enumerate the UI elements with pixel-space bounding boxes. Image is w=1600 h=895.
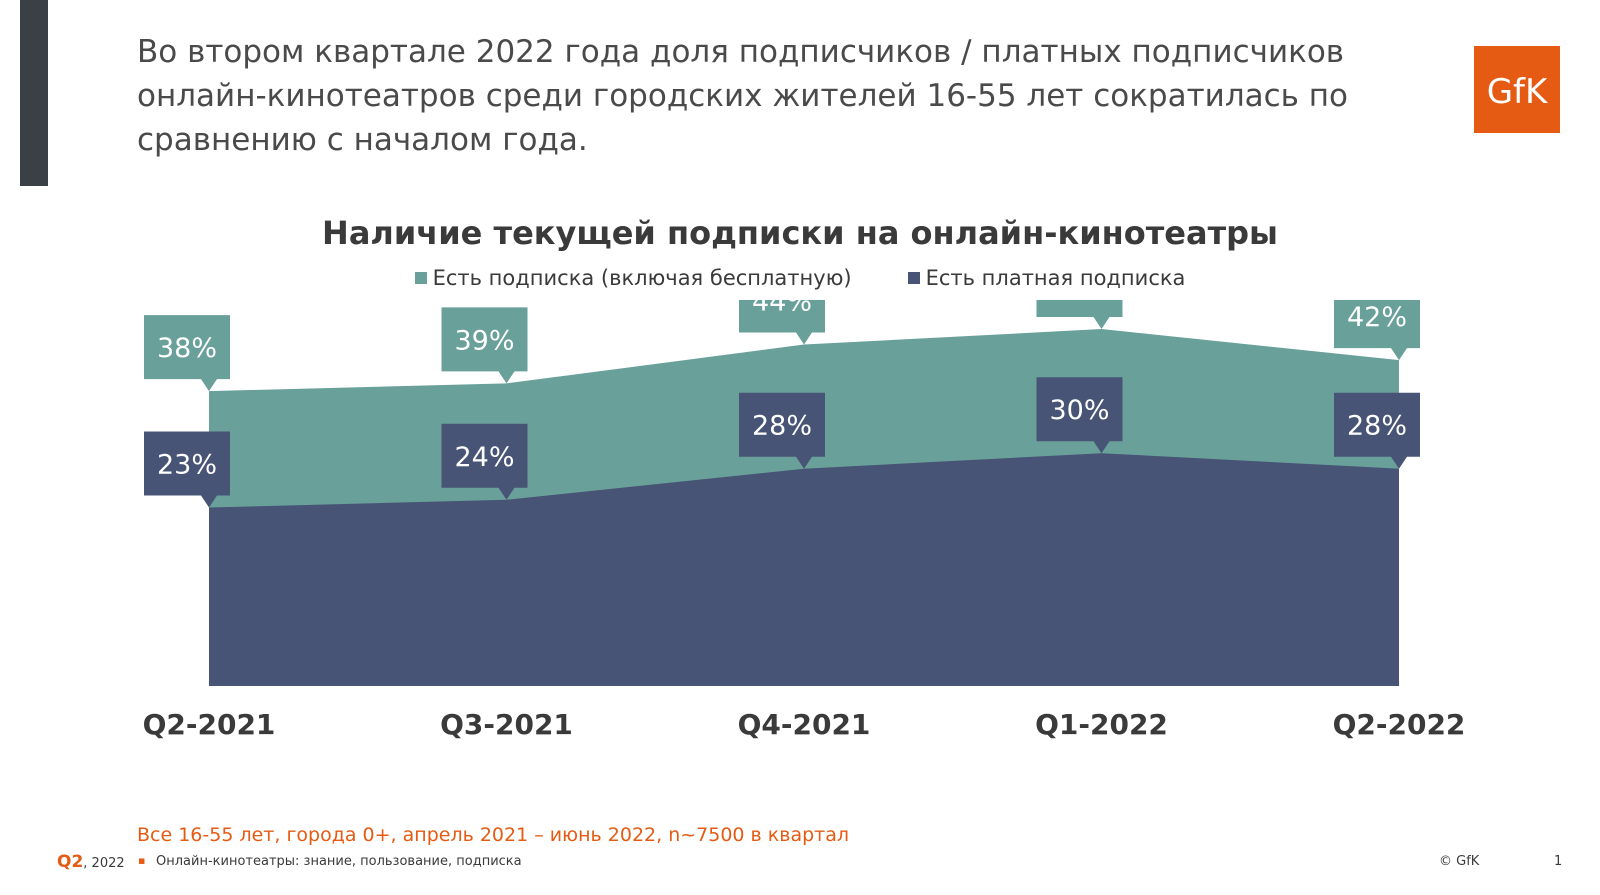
x-tick-label-4: Q2-2022 — [1333, 708, 1466, 741]
footer-period-year: , 2022 — [83, 856, 125, 871]
chart-title: Наличие текущей подписки на онлайн-кинот… — [322, 214, 1278, 252]
data-label-0-4: 42% — [1347, 302, 1407, 333]
legend-item-any-subscription: Есть подписка (включая бесплатную) — [414, 266, 852, 290]
callout-box-1-3 — [1036, 377, 1123, 454]
slide-headline: Во втором квартале 2022 года доля подпис… — [137, 34, 1349, 158]
data-label-1-1: 24% — [454, 442, 514, 473]
data-label-0-2: 44% — [752, 300, 812, 318]
footer-bullet-icon: ▪ — [138, 854, 146, 867]
x-tick-label-2: Q4-2021 — [738, 708, 871, 741]
accent-bar — [20, 0, 48, 186]
sample-note: Все 16-55 лет, города 0+, апрель 2021 – … — [137, 824, 850, 846]
footer-period: Q2, 2022 — [57, 852, 125, 872]
x-tick-label-0: Q2-2021 — [143, 708, 276, 741]
callout-box-0-4 — [1334, 300, 1420, 361]
gfk-logo-icon: GfK — [1487, 72, 1549, 112]
area-series-1 — [209, 453, 1399, 686]
gfk-logo: GfK — [1474, 46, 1560, 133]
data-label-1-4: 28% — [1347, 411, 1407, 442]
legend-swatch-paid — [907, 272, 920, 284]
footer-subtitle: Онлайн-кинотеатры: знание, пользование, … — [156, 854, 522, 869]
page-number: 1 — [1554, 854, 1563, 869]
callout-box-1-1 — [441, 423, 528, 500]
callout-box-0-0 — [144, 315, 230, 392]
data-label-1-0: 23% — [157, 450, 217, 481]
callout-box-0-2 — [739, 300, 825, 345]
chart-legend: Есть подписка (включая бесплатную) Есть … — [0, 266, 1600, 290]
data-label-1-3: 30% — [1049, 395, 1109, 426]
callout-box-1-2 — [739, 392, 825, 469]
footer-copyright: © GfK — [1439, 854, 1480, 869]
x-tick-label-1: Q3-2021 — [440, 708, 573, 741]
legend-swatch-any — [414, 272, 427, 284]
legend-label-paid: Есть платная подписка — [925, 266, 1186, 290]
area-chart: 38% 39% 44% 46% 42% 23% 24% 28% 30% 28% Q2-2021 Q3-… — [143, 300, 1466, 741]
data-label-0-0: 38% — [157, 333, 217, 364]
footer: Q2, 2022 ▪ Онлайн-кинотеатры: знание, по… — [0, 852, 1600, 878]
legend-label-any: Есть подписка (включая бесплатную) — [432, 266, 852, 290]
x-tick-label-3: Q1-2022 — [1035, 708, 1168, 741]
legend-item-paid-subscription: Есть платная подписка — [907, 266, 1186, 290]
data-label-0-3: 46% — [1049, 300, 1109, 302]
gfk-logo-text: GfK — [1487, 72, 1549, 112]
data-label-0-1: 39% — [454, 325, 514, 356]
footer-period-quarter: Q2 — [57, 852, 84, 872]
data-label-1-2: 28% — [752, 411, 812, 442]
callout-box-1-0 — [144, 431, 230, 508]
callout-box-0-1 — [441, 307, 528, 384]
callout-box-1-4 — [1334, 392, 1420, 469]
callout-box-0-3 — [1036, 300, 1123, 330]
